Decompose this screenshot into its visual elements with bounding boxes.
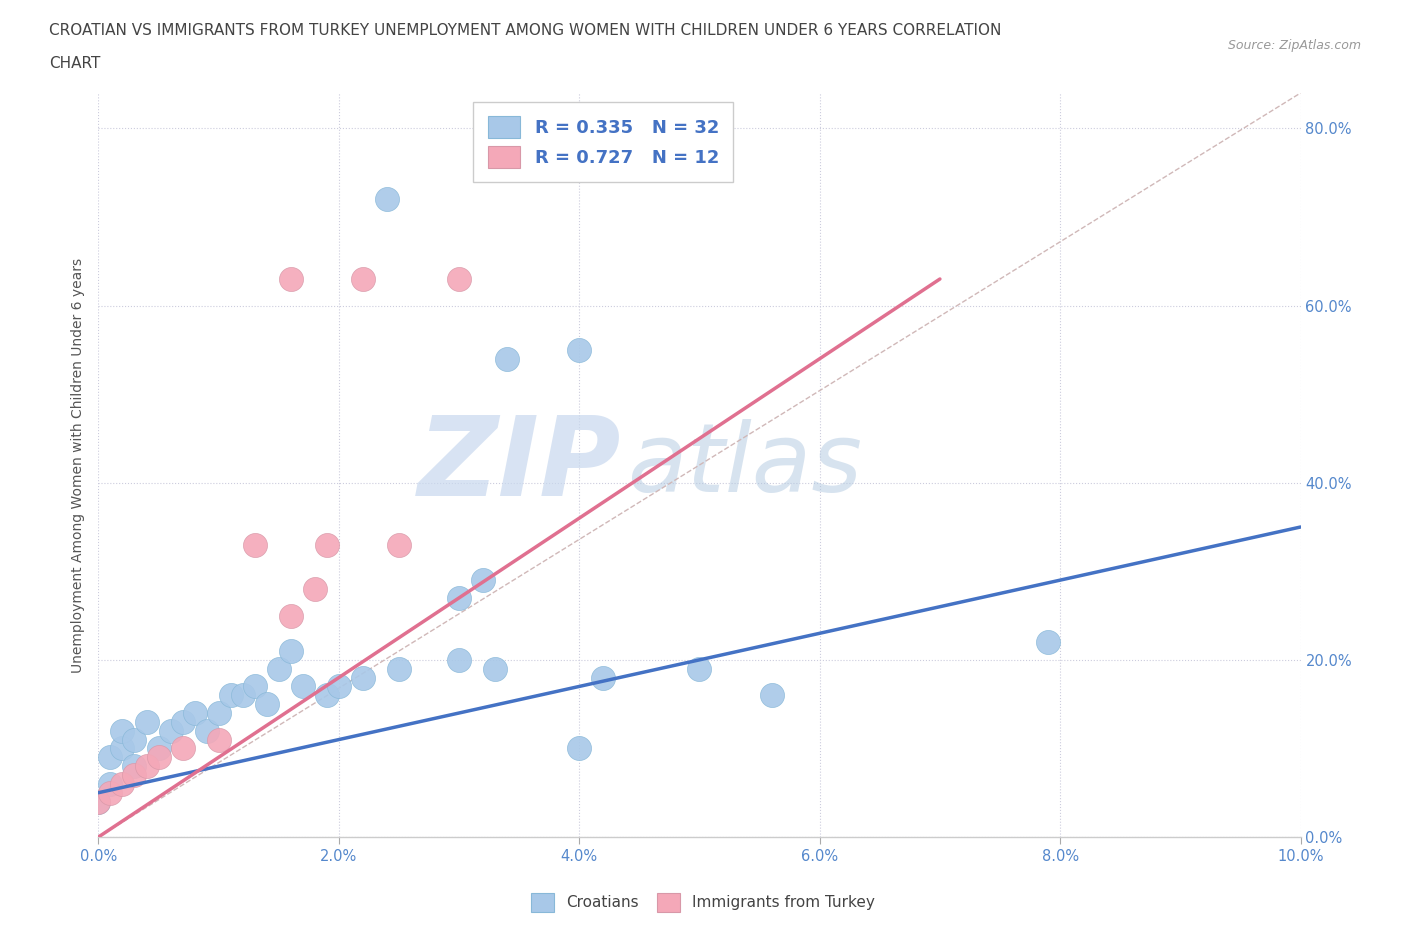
Point xyxy=(208,732,231,747)
Legend: Croatians, Immigrants from Turkey: Croatians, Immigrants from Turkey xyxy=(524,887,882,918)
Point xyxy=(280,608,302,623)
Point xyxy=(124,767,146,782)
Point xyxy=(243,679,266,694)
Point xyxy=(352,671,374,685)
Point xyxy=(100,777,122,791)
Point xyxy=(148,741,170,756)
Point xyxy=(304,581,326,596)
Point xyxy=(124,732,146,747)
Point xyxy=(447,653,470,668)
Point xyxy=(183,706,205,721)
Point xyxy=(388,661,411,676)
Point xyxy=(447,591,470,605)
Point xyxy=(375,192,398,206)
Text: CROATIAN VS IMMIGRANTS FROM TURKEY UNEMPLOYMENT AMONG WOMEN WITH CHILDREN UNDER : CROATIAN VS IMMIGRANTS FROM TURKEY UNEMP… xyxy=(49,23,1001,38)
Legend: R = 0.335   N = 32, R = 0.727   N = 12: R = 0.335 N = 32, R = 0.727 N = 12 xyxy=(474,102,734,182)
Point xyxy=(472,573,495,588)
Point xyxy=(484,661,506,676)
Point xyxy=(328,679,350,694)
Point xyxy=(87,794,110,809)
Point xyxy=(87,794,110,809)
Point xyxy=(256,697,278,711)
Point xyxy=(172,741,194,756)
Point xyxy=(135,714,157,729)
Point xyxy=(291,679,314,694)
Point xyxy=(243,538,266,552)
Point xyxy=(315,538,337,552)
Point xyxy=(568,342,591,357)
Point xyxy=(496,352,519,366)
Text: ZIP: ZIP xyxy=(418,411,621,519)
Point xyxy=(592,671,614,685)
Point xyxy=(219,688,242,703)
Point xyxy=(447,272,470,286)
Point xyxy=(159,724,181,738)
Point xyxy=(1036,634,1059,649)
Point xyxy=(111,777,134,791)
Point xyxy=(280,272,302,286)
Point xyxy=(267,661,290,676)
Y-axis label: Unemployment Among Women with Children Under 6 years: Unemployment Among Women with Children U… xyxy=(70,258,84,672)
Point xyxy=(232,688,254,703)
Text: atlas: atlas xyxy=(627,418,862,512)
Point xyxy=(124,759,146,774)
Text: CHART: CHART xyxy=(49,56,101,71)
Point xyxy=(568,741,591,756)
Point xyxy=(148,750,170,764)
Point xyxy=(100,785,122,800)
Point xyxy=(388,538,411,552)
Point xyxy=(111,741,134,756)
Text: Source: ZipAtlas.com: Source: ZipAtlas.com xyxy=(1227,39,1361,52)
Point xyxy=(352,272,374,286)
Point xyxy=(135,759,157,774)
Point xyxy=(172,714,194,729)
Point xyxy=(195,724,218,738)
Point xyxy=(315,688,337,703)
Point xyxy=(688,661,710,676)
Point xyxy=(111,724,134,738)
Point xyxy=(761,688,783,703)
Point xyxy=(100,750,122,764)
Point xyxy=(208,706,231,721)
Point xyxy=(280,644,302,658)
